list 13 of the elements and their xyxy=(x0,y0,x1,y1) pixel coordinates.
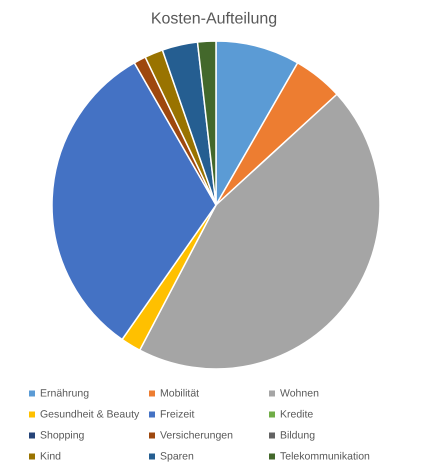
legend-label: Freizeit xyxy=(160,408,195,420)
legend-label: Wohnen xyxy=(280,388,320,400)
legend-label: Versicherungen xyxy=(160,430,234,442)
legend-label: Shopping xyxy=(40,430,85,442)
legend-label: Telekommunikation xyxy=(280,450,370,462)
legend-label: Ernährung xyxy=(40,388,90,400)
legend-label: Kredite xyxy=(280,408,314,420)
legend-label: Mobilität xyxy=(160,388,200,400)
legend-label: Sparen xyxy=(160,450,194,462)
legend-label: Gesundheit & Beauty xyxy=(40,408,140,420)
legend-label: Bildung xyxy=(280,430,316,442)
legend-label: Kind xyxy=(40,450,62,462)
chart-title: Kosten-Aufteilung xyxy=(150,10,278,28)
